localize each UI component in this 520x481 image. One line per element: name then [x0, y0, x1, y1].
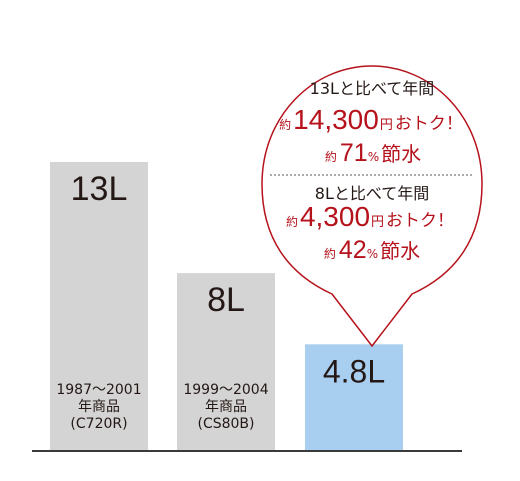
callout-8l-saving-amount: 4,300 — [300, 201, 370, 232]
callout-13l-water-suffix: 節水 — [381, 142, 421, 166]
bar-1-caption-line-3: (C720R) — [70, 416, 127, 432]
callout-13l-water: 約 71% 節水 — [325, 139, 421, 167]
callout-13l-heading: 13Lと比べて年間 — [310, 79, 435, 98]
callout-13l-saving-suffix: おトク！ — [395, 114, 463, 134]
callout-13l-saving-unit: 円 — [380, 118, 393, 133]
callout-13l-water-prefix: 約 — [325, 149, 337, 164]
callout-8l-water-suffix: 節水 — [380, 239, 420, 263]
bar-1-caption-line-2: 年商品 — [78, 399, 120, 415]
savings-callout: 13Lと比べて年間 約14,300円 おトク！ 約 71% 節水 8Lと比べて年間 約… — [261, 65, 483, 348]
bar-2-value-label: 8L — [207, 281, 245, 319]
callout-13l-water-unit: % — [368, 150, 379, 164]
callout-8l-water-prefix: 約 — [324, 246, 336, 261]
callout-bubble — [261, 65, 483, 348]
bar-2-caption-line-2: 年商品 — [205, 399, 247, 415]
callout-8l-water-value: 42 — [339, 236, 367, 264]
bar-2-caption-line-3: (CS80B) — [197, 416, 254, 432]
callout-8l-saving-suffix: おトク！ — [386, 211, 454, 231]
callout-8l-water: 約 42% 節水 — [324, 236, 420, 264]
callout-13l-saving-amount: 14,300 — [293, 104, 379, 135]
callout-8l-saving: 約4,300円 おトク！ — [286, 201, 454, 232]
bar-3 — [305, 344, 403, 451]
callout-13l-saving: 約14,300円 おトク！ — [279, 104, 463, 135]
bars-group: 13L1987〜2001年商品(C720R)8L1999〜2004年商品(CS8… — [50, 162, 403, 451]
callout-8l-heading: 8Lと比べて年間 — [315, 184, 429, 203]
callout-8l-saving-unit: 円 — [371, 215, 384, 230]
bar-3-value-label: 4.8L — [323, 353, 385, 389]
callout-8l-saving-prefix: 約 — [286, 214, 298, 229]
bar-2 — [177, 273, 275, 451]
callout-13l-water-value: 71 — [340, 139, 368, 167]
bar-1 — [50, 162, 148, 451]
callout-13l-saving-prefix: 約 — [279, 117, 291, 132]
bar-2-caption-line-1: 1999〜2004 — [183, 382, 268, 398]
bar-1-value-label: 13L — [71, 170, 128, 208]
bar-1-caption-line-1: 1987〜2001 — [56, 382, 141, 398]
callout-8l-water-unit: % — [367, 247, 378, 261]
